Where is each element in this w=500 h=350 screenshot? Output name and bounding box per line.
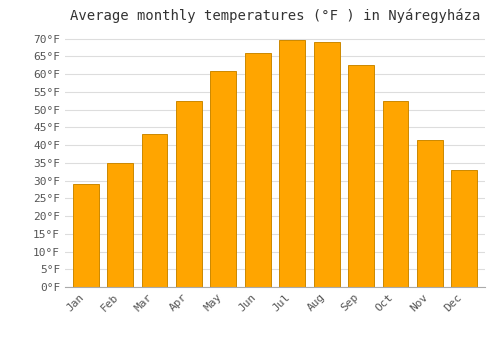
- Bar: [280, 40, 305, 287]
- Bar: [176, 101, 202, 287]
- Bar: [348, 65, 374, 287]
- Bar: [107, 163, 133, 287]
- Bar: [382, 101, 408, 287]
- Bar: [314, 42, 340, 287]
- Bar: [452, 170, 477, 287]
- Bar: [417, 140, 443, 287]
- Bar: [72, 184, 99, 287]
- Bar: [245, 53, 270, 287]
- Bar: [142, 134, 168, 287]
- Bar: [210, 71, 236, 287]
- Title: Average monthly temperatures (°F ) in Nyáregyháza: Average monthly temperatures (°F ) in Ny…: [70, 9, 480, 23]
